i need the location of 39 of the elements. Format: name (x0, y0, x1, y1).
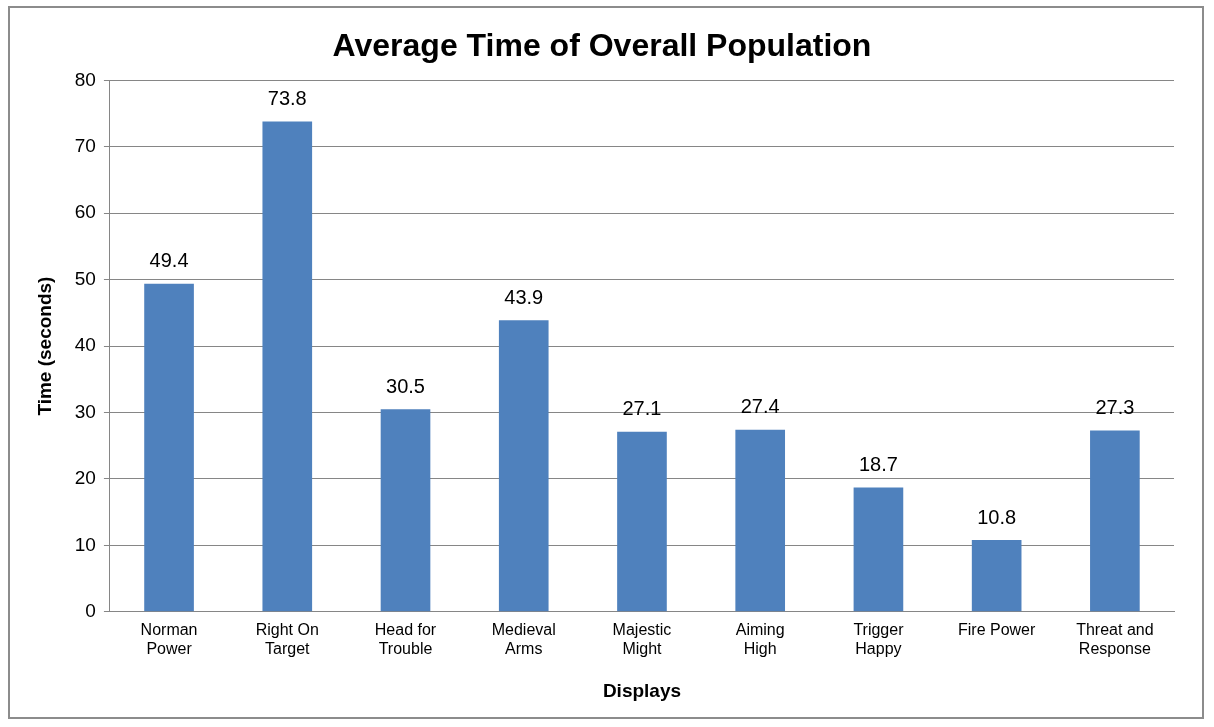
y-tick-label: 70 (74, 135, 96, 157)
y-tick-label: 80 (74, 68, 96, 90)
y-tick-label: 50 (74, 267, 96, 289)
data-label: 27.4 (740, 395, 780, 418)
y-tick-label: 60 (74, 201, 96, 223)
data-label: 27.1 (622, 397, 662, 420)
x-tick-label: Right On Target (255, 620, 319, 658)
data-label: 73.8 (267, 87, 307, 110)
bar (735, 429, 786, 612)
x-tick-label: Medieval Arms (491, 620, 556, 658)
chart-title: Average Time of Overall Population (332, 27, 872, 64)
data-label: 49.4 (149, 249, 189, 272)
bar (262, 121, 313, 612)
x-tick-label: Norman Power (140, 620, 198, 658)
bar (971, 540, 1022, 612)
data-label: 27.3 (1095, 395, 1135, 418)
x-axis-title: Displays (602, 679, 682, 701)
y-tick-label: 40 (74, 334, 96, 356)
x-tick-label: Trigger Happy (853, 620, 905, 658)
data-label: 43.9 (504, 285, 544, 308)
x-tick-label: Majestic Might (612, 620, 672, 658)
x-tick-label: Head for Trouble (374, 620, 437, 658)
bar (1090, 430, 1140, 612)
y-tick-label: 20 (74, 467, 96, 489)
y-tick-label: 10 (74, 533, 96, 555)
data-label: 10.8 (977, 505, 1017, 528)
bar (853, 487, 904, 612)
bar (380, 409, 431, 612)
bar (144, 283, 194, 612)
x-tick-label: Fire Power (957, 620, 1036, 638)
y-tick-label: 0 (85, 600, 96, 622)
bar (498, 320, 549, 612)
x-tick-label: Threat and Response (1076, 620, 1154, 658)
y-tick-label: 30 (74, 400, 96, 422)
data-label: 18.7 (858, 453, 898, 476)
data-label: 30.5 (386, 374, 425, 397)
x-tick-label: Aiming High (735, 620, 785, 658)
bar (617, 431, 667, 612)
y-axis-title: Time (seconds) (33, 276, 55, 416)
